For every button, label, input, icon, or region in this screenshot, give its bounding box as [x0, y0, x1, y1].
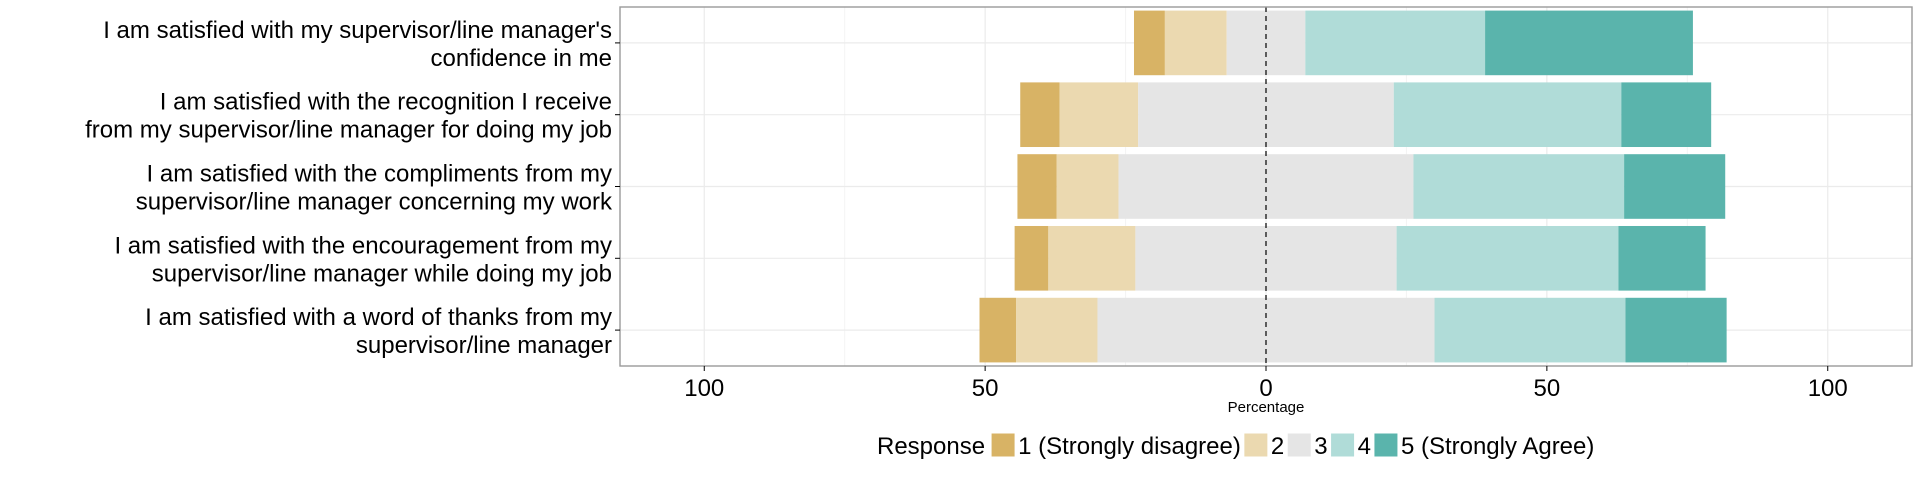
- x-axis-ticks: 100 50 0 50 100: [684, 366, 1848, 402]
- bar-segment: [1434, 297, 1626, 363]
- bar-segment: [1413, 154, 1625, 219]
- category-label-line: confidence in me: [431, 45, 612, 72]
- legend-label: 2: [1271, 433, 1284, 460]
- bar-segment: [1020, 82, 1060, 148]
- legend-key: [1243, 432, 1269, 458]
- category-label-line: I am satisfied with my supervisor/line m…: [103, 17, 612, 44]
- category-label: I am satisfied with a word of thanks fro…: [145, 304, 612, 359]
- bar-segment: [1624, 154, 1726, 219]
- category-label: I am satisfied with the recognition I re…: [85, 89, 612, 144]
- legend-label: 1 (Strongly disagree): [1018, 433, 1241, 460]
- category-label-line: supervisor/line manager: [356, 332, 612, 359]
- bar-segment: [1305, 10, 1486, 76]
- bar-segment: [1393, 82, 1622, 148]
- x-tick-label: 50: [972, 375, 999, 402]
- bar-segment: [1164, 10, 1227, 76]
- x-tick-label: 100: [1808, 375, 1848, 402]
- legend-key: [990, 432, 1016, 458]
- bar-segment: [1621, 82, 1712, 148]
- bar-segment: [1485, 10, 1693, 76]
- x-tick-label: 100: [684, 375, 724, 402]
- legend-key: [1286, 432, 1312, 458]
- bar-segment: [1048, 225, 1136, 291]
- bar-segment: [1059, 82, 1139, 148]
- bar-segment: [1016, 297, 1098, 363]
- category-label-line: I am satisfied with the recognition I re…: [160, 89, 612, 116]
- bar-segment: [1017, 154, 1057, 219]
- category-label-line: from my supervisor/line manager for doin…: [85, 117, 612, 144]
- bar-segment: [1618, 225, 1706, 291]
- x-tick-label: 50: [1534, 375, 1561, 402]
- category-label: I am satisfied with the encouragement fr…: [114, 232, 612, 287]
- bar-segment: [1133, 10, 1165, 76]
- category-label-line: supervisor/line manager while doing my j…: [152, 260, 612, 287]
- bar-segment: [1014, 225, 1049, 291]
- category-label-line: I am satisfied with a word of thanks fro…: [145, 304, 612, 331]
- category-label-line: I am satisfied with the encouragement fr…: [114, 232, 612, 259]
- bar-segment: [1625, 297, 1727, 363]
- legend-title: Response: [877, 433, 985, 460]
- x-axis-title: Percentage: [1228, 399, 1305, 416]
- category-label: I am satisfied with my supervisor/line m…: [103, 17, 612, 72]
- bar-segment: [979, 297, 1017, 363]
- category-label: I am satisfied with the compliments from…: [136, 161, 613, 216]
- legend-key: [1373, 432, 1399, 458]
- legend-label: 4: [1358, 433, 1371, 460]
- x-tick-label: 0: [1259, 375, 1272, 402]
- legend-key: [1330, 432, 1356, 458]
- bar-segment: [1396, 225, 1619, 291]
- category-labels: I am satisfied with my supervisor/line m…: [85, 17, 620, 359]
- legend-label: 5 (Strongly Agree): [1401, 433, 1594, 460]
- category-label-line: I am satisfied with the compliments from…: [147, 161, 612, 188]
- legend: Response 1 (Strongly disagree) 2 3 4 5 (Stron…: [877, 432, 1594, 460]
- legend-label: 3: [1314, 433, 1327, 460]
- bar-segment: [1056, 154, 1119, 219]
- category-label-line: supervisor/line manager concerning my wo…: [136, 189, 613, 216]
